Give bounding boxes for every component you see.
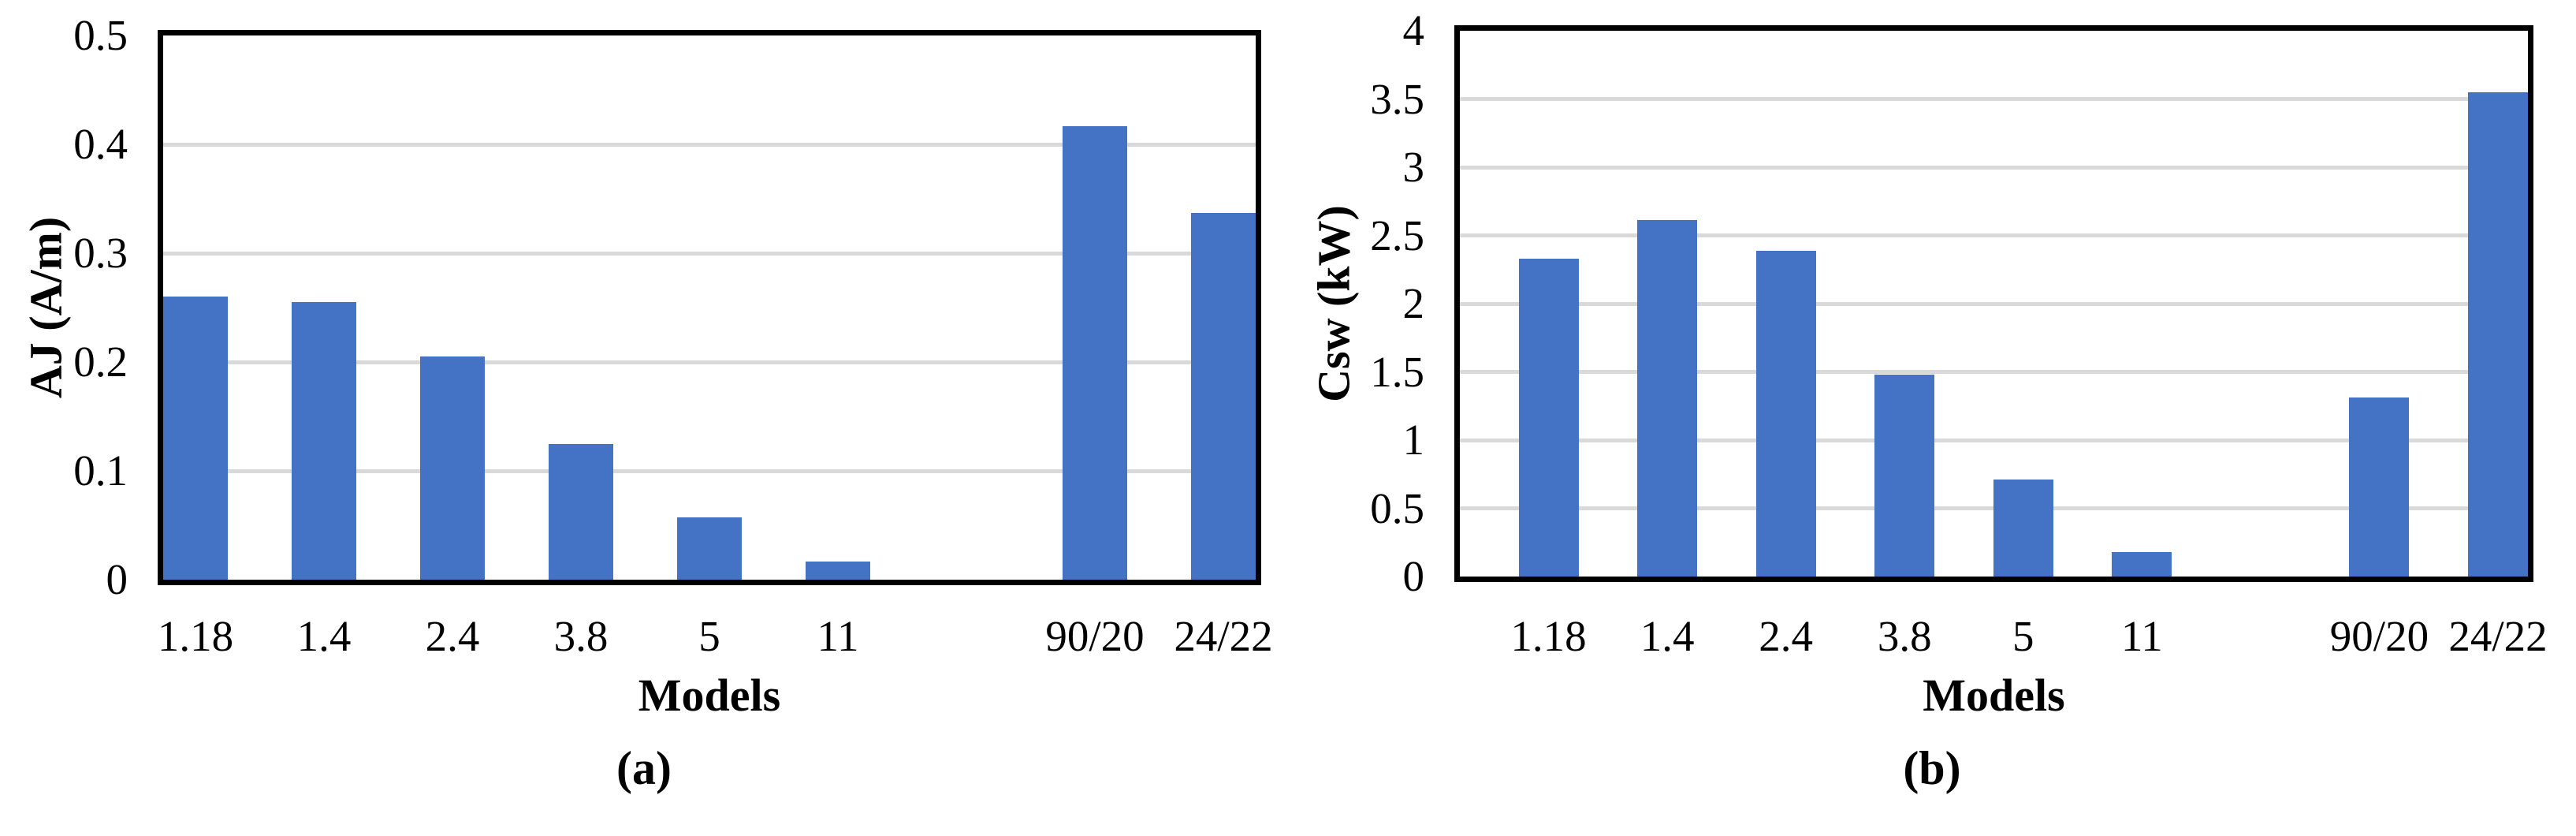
- gridline: [163, 251, 1256, 256]
- bar-90/20: [1063, 125, 1127, 580]
- y-tick-label-2.5: 2.5: [1370, 211, 1424, 259]
- bar-24/22: [1191, 212, 1256, 580]
- subfigure-caption-b: (b): [1903, 742, 1961, 794]
- bar-5: [677, 517, 742, 580]
- gridline: [163, 142, 1256, 147]
- gridline: [1460, 97, 2528, 101]
- x-tick-label-1.18: 1.18: [1510, 612, 1587, 660]
- gridline: [1460, 233, 2528, 237]
- x-tick-label-5: 5: [698, 612, 720, 660]
- x-tick-label-1.4: 1.4: [1640, 612, 1695, 660]
- x-tick-label-11: 11: [817, 612, 859, 660]
- x-tick-label-5: 5: [2012, 612, 2034, 660]
- x-tick-label-1.4: 1.4: [296, 612, 352, 660]
- bar-24/22: [2468, 91, 2528, 577]
- bar-11: [2112, 551, 2172, 577]
- x-tick-label-90/20: 90/20: [2329, 612, 2429, 660]
- x-tick-label-3.8: 3.8: [1877, 612, 1932, 660]
- bar-3.8: [549, 443, 613, 580]
- subfigure-b: Csw (kW) Models (b) 1.18 1.4 2.4 3.8 5 11 90/2…: [1288, 0, 2576, 836]
- gridline: [1460, 438, 2528, 442]
- x-tick-label-24/22: 24/22: [2448, 612, 2548, 660]
- bar-1.4: [1637, 220, 1698, 577]
- gridline: [163, 360, 1256, 364]
- y-tick-label-2: 2: [1402, 279, 1425, 327]
- y-tick-label-3.5: 3.5: [1370, 74, 1424, 123]
- y-tick-label-0.2: 0.2: [73, 338, 128, 386]
- y-tick-label-3: 3: [1402, 143, 1425, 191]
- x-tick-label-2.4: 2.4: [1759, 612, 1814, 660]
- gridline: [163, 468, 1256, 473]
- y-tick-label-0.5: 0.5: [73, 11, 128, 59]
- y-tick-label-0: 0: [1402, 552, 1425, 600]
- plot-border: [158, 30, 1261, 585]
- bar-2.4: [420, 356, 485, 580]
- y-tick-label-0.5: 0.5: [1370, 483, 1424, 532]
- gridline: [1460, 165, 2528, 170]
- y-tick-label-1.5: 1.5: [1370, 347, 1424, 396]
- x-axis-title-b: Models: [1923, 670, 2065, 721]
- x-tick-label-1.18: 1.18: [157, 612, 234, 660]
- bar-2.4: [1755, 250, 1816, 577]
- bar-5: [1993, 480, 2053, 577]
- x-tick-label-90/20: 90/20: [1045, 612, 1145, 660]
- y-tick-label-4: 4: [1402, 6, 1425, 54]
- subfigure-a: AJ (A/m) Models (a) 1.18 1.4 2.4 3.8 5 11 90/2…: [20, 11, 1273, 794]
- plot-border: [1454, 25, 2533, 582]
- gridline: [1460, 301, 2528, 306]
- x-tick-label-2.4: 2.4: [425, 612, 480, 660]
- y-tick-label-0: 0: [106, 555, 128, 603]
- y-tick-label-0.3: 0.3: [73, 229, 128, 277]
- y-tick-label-0.1: 0.1: [73, 446, 128, 495]
- y-tick-label-0.4: 0.4: [73, 120, 128, 168]
- bar-11: [806, 561, 870, 580]
- plot-area-b: [1460, 31, 2528, 577]
- x-tick-label-3.8: 3.8: [553, 612, 609, 660]
- bar-1.4: [292, 302, 356, 580]
- bar-90/20: [2349, 397, 2410, 577]
- bar-3.8: [1874, 374, 1935, 577]
- bar-1.18: [163, 297, 228, 580]
- subfigure-caption-a: (a): [616, 742, 672, 794]
- x-axis-title-a: Models: [638, 670, 781, 721]
- plot-area-a: [163, 35, 1256, 580]
- y-tick-label-1: 1: [1402, 416, 1425, 464]
- bar-1.18: [1518, 258, 1579, 577]
- gridline: [1460, 370, 2528, 374]
- x-tick-label-24/22: 24/22: [1174, 612, 1273, 660]
- x-tick-label-11: 11: [2120, 612, 2163, 660]
